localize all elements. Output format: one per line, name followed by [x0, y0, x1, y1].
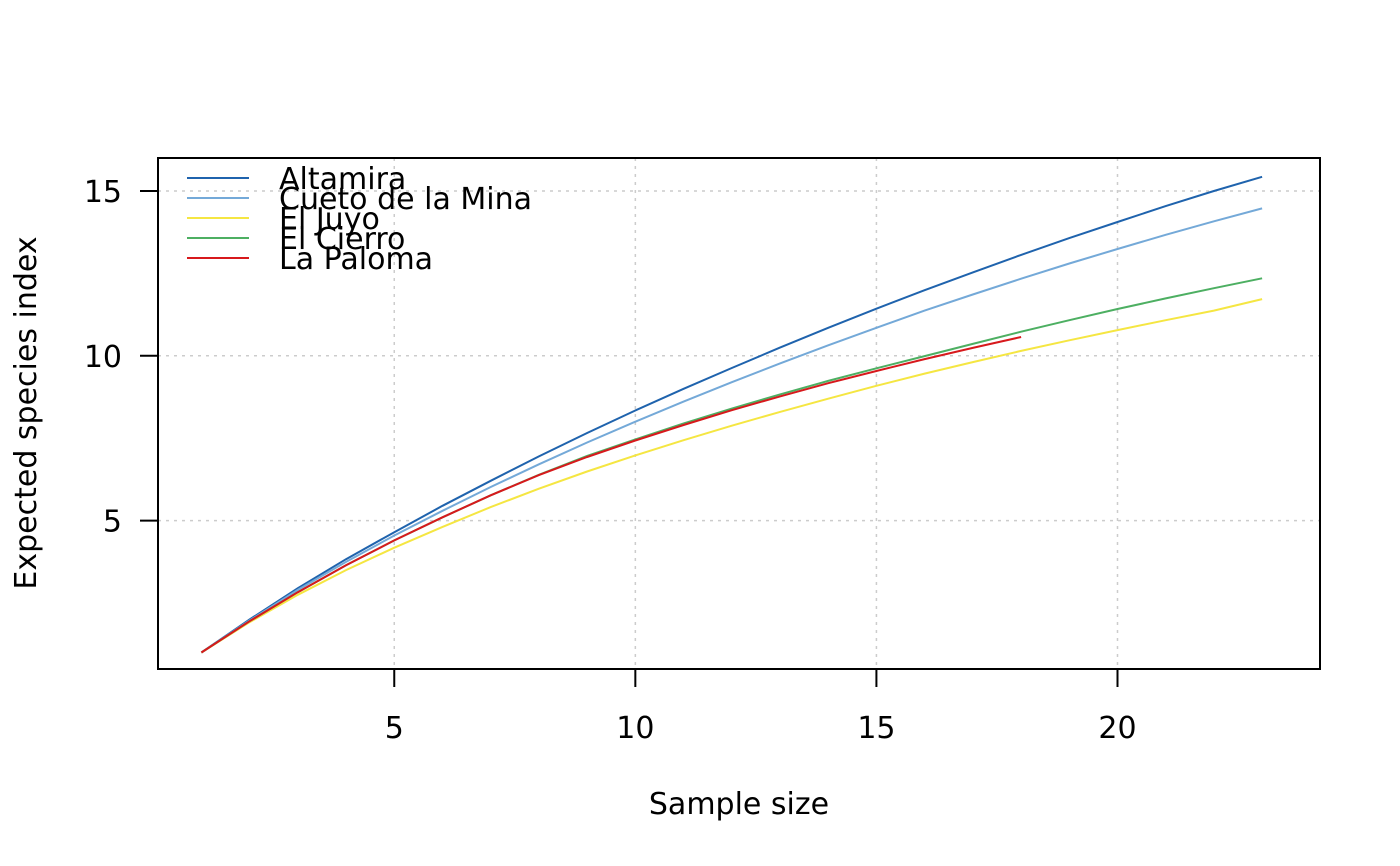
y-tick-label: 15	[84, 175, 122, 210]
x-axis-label: Sample size	[649, 787, 829, 822]
series-lines	[200, 175, 1263, 654]
series-line-cueto-de-la-mina	[200, 207, 1263, 654]
series-line-el-cierro	[200, 277, 1263, 654]
x-tick-label: 20	[1098, 711, 1136, 746]
legend-label: La Paloma	[279, 242, 433, 277]
x-tick-label: 10	[616, 711, 654, 746]
x-tick-label: 15	[857, 711, 895, 746]
legend-label: Cueto de la Mina	[279, 182, 532, 217]
legend-label: Altamira	[279, 162, 406, 197]
y-axis-label: Expected species index	[9, 236, 44, 589]
series-line-altamira	[200, 175, 1263, 654]
x-tick-label: 5	[385, 711, 404, 746]
grid	[158, 158, 1320, 669]
plot-frame	[157, 157, 1321, 670]
legend-label: El Cierro	[279, 222, 405, 257]
series-line-el-juyo	[200, 298, 1263, 654]
y-axis: 5 10 15	[84, 175, 158, 540]
series-line-la-paloma	[200, 336, 1022, 654]
legend-label: El Juyo	[279, 202, 380, 237]
y-tick-label: 10	[84, 340, 122, 375]
y-tick-label: 5	[103, 505, 122, 540]
x-axis: 5 10 15 20	[385, 669, 1137, 746]
